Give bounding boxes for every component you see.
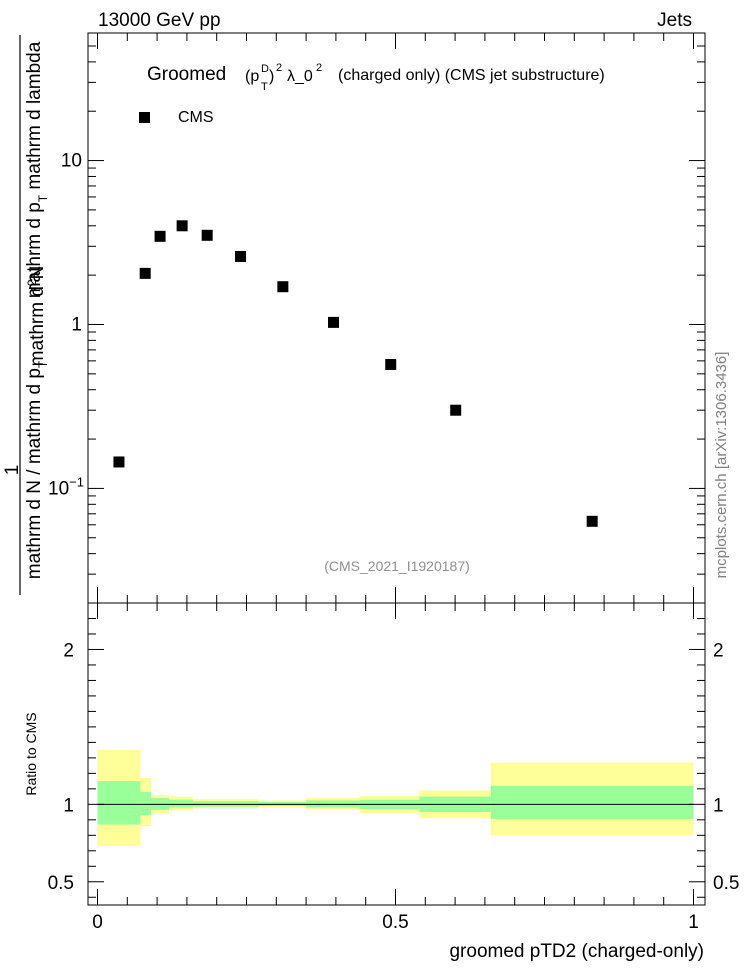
svg-text:D: D: [261, 63, 269, 75]
analysis-watermark: (CMS_2021_I1920187): [324, 558, 470, 574]
main-ytick-label: 1: [71, 314, 82, 335]
header-energy-label: 13000 GeV pp: [98, 10, 221, 31]
data-point: [450, 404, 462, 416]
data-point: [277, 281, 289, 293]
ratio-band-inner: [140, 791, 152, 816]
legend-marker-cms: [139, 112, 150, 123]
data-point: [328, 316, 340, 328]
legend-label-cms: CMS: [178, 109, 214, 126]
data-point: [176, 220, 188, 232]
ratio-ytick-label-right: 0.5: [713, 873, 739, 894]
x-axis-label: groomed pTD2 (charged-only): [449, 941, 704, 962]
data-point: [113, 456, 125, 468]
main-ytick-label: 10−1: [48, 474, 84, 499]
ylabel-denominator-2: mathrm d pT mathrm d lambda: [24, 41, 50, 298]
ratio-bands: [97, 750, 694, 847]
title-rest: (charged only) (CMS jet substructure): [338, 67, 605, 84]
ratio-axis-ticks: 2 2 1 1 0.5 0.5 0 0.5 1: [48, 603, 739, 933]
ratio-ytick-label: 1: [63, 795, 74, 816]
data-point: [139, 267, 151, 279]
main-axis-ticks: 10 1 10−1: [48, 32, 705, 604]
xtick-label: 0.5: [382, 912, 408, 933]
svg-text:2: 2: [276, 62, 282, 74]
xtick-label: 0: [92, 912, 103, 933]
ylabel-denominator: mathrm d N / mathrm d pT: [24, 360, 50, 579]
data-point: [154, 230, 166, 242]
ratio-ytick-label: 2: [63, 640, 74, 661]
ratio-ytick-label-right: 2: [713, 640, 724, 661]
ratio-band-inner: [97, 781, 141, 825]
data-point: [235, 250, 247, 262]
data-point: [385, 359, 397, 371]
main-data-points: [113, 220, 598, 527]
ratio-y-axis-label: Ratio to CMS: [23, 712, 39, 795]
svg-text:(p: (p: [245, 68, 259, 85]
svg-text:λ_0: λ_0: [287, 68, 313, 85]
ratio-band-inner: [490, 785, 694, 820]
data-point: [586, 515, 598, 527]
ratio-ytick-label-right: 1: [713, 795, 724, 816]
main-y-axis-label: 1 mathrm d2N mathrm d N / mathrm d pT ma…: [2, 35, 50, 595]
ratio-plot-frame: [87, 602, 706, 906]
ratio-band-inner: [169, 799, 193, 808]
title-groomed: Groomed: [147, 64, 226, 85]
svg-text:2: 2: [316, 62, 322, 74]
mcplots-side-label: mcplots.cern.ch [arXiv:1306.3436]: [713, 352, 730, 579]
svg-text:T: T: [261, 81, 268, 93]
header-process-label: Jets: [657, 10, 692, 31]
ratio-ytick-label: 0.5: [48, 873, 74, 894]
title-observable: (p D T ) 2 λ_0 2: [245, 62, 322, 93]
ylabel-one: 1: [2, 465, 23, 476]
chart-title: Groomed (p D T ) 2 λ_0 2 (charged only) …: [147, 62, 605, 93]
data-point: [201, 229, 213, 241]
xtick-label: 1: [688, 912, 699, 933]
svg-text:): ): [269, 68, 274, 85]
ylabel-numerator: mathrm d2N: [25, 266, 48, 367]
main-ytick-label: 10: [61, 151, 82, 172]
